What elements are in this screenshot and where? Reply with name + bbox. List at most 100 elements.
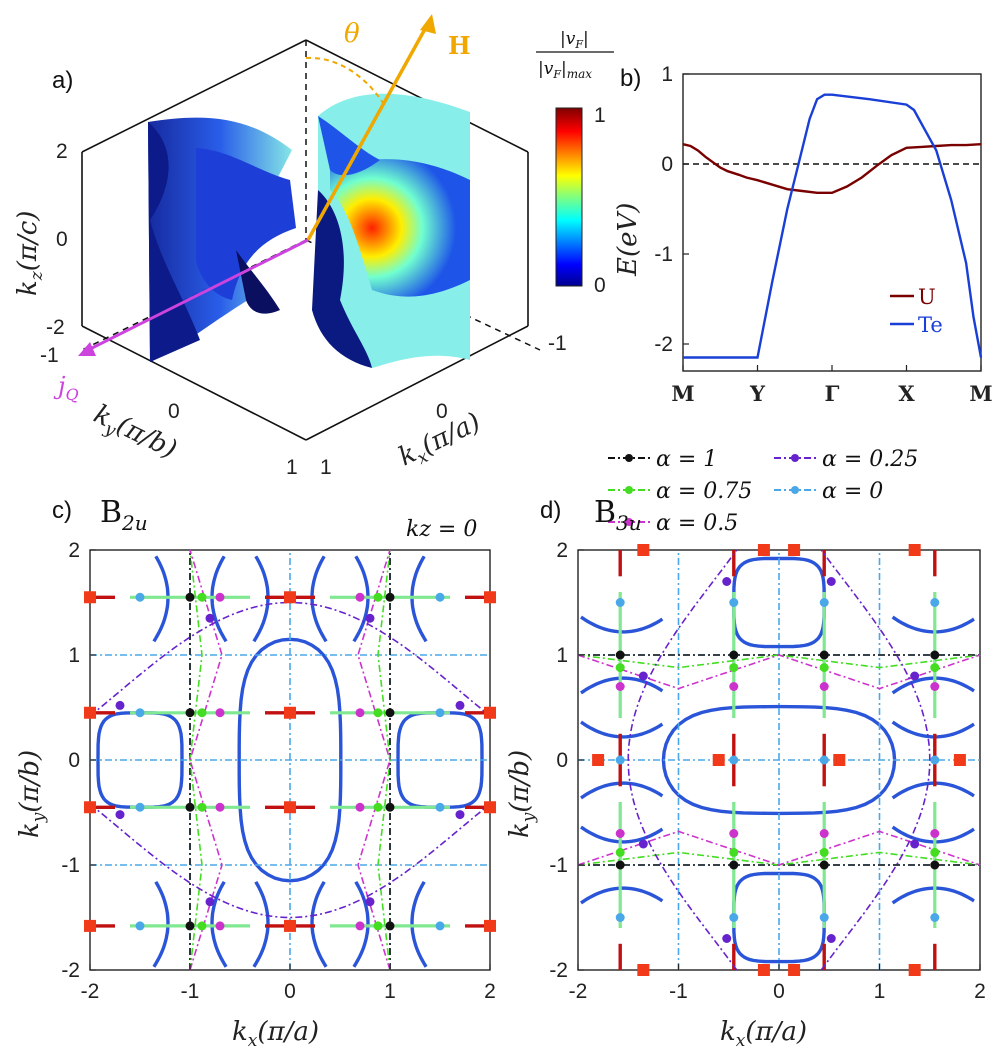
alpha-05-point [930,829,940,838]
colorbar [555,107,583,287]
b-ytick-label: -2 [654,333,673,356]
alpha-05-point [215,802,225,812]
ytick-label: 1 [556,644,568,667]
red-marker [637,544,650,556]
panel-c-ylabel: ky(π/b) [15,750,49,838]
alpha-025-point [205,897,215,907]
panel-d-content [577,544,981,976]
alpha-025-point [365,897,375,907]
xtick-label: -1 [669,980,688,1003]
alpha-05-point [615,829,625,838]
red-marker [484,591,496,604]
alpha-025-point [115,810,125,820]
alpha-025-point [455,810,465,820]
ytick-label: -2 [549,959,568,982]
red-marker [788,544,801,556]
panel-d-ylabel: ky(π/b) [505,750,539,838]
alpha-075-line [189,549,203,971]
panel-label-b: b) [620,65,641,92]
kz-tick: 2 [56,140,68,163]
kx-tick: 1 [320,456,332,479]
alpha-075-point [197,708,207,718]
alpha-075-point [615,663,625,673]
alpha-1-point [729,650,739,660]
legend-label: α = 1 [656,447,717,472]
alpha-025-point [722,577,732,586]
ytick-label: 2 [556,539,568,562]
alpha-05-point [615,682,625,691]
red-marker [908,544,921,556]
alpha-0-point [135,802,145,812]
ytick-label: -1 [549,854,568,877]
theta-label: θ [344,19,360,49]
panel-label-d: d) [540,497,561,524]
fermi-contour [96,711,184,810]
legend-label-Te: Te [918,313,943,337]
alpha-075-point [373,921,383,931]
colorbar-tick-min: 0 [594,274,606,297]
alpha-1-point [819,860,829,870]
red-marker [284,591,296,604]
kx-tick: -1 [548,332,567,355]
fermi-contour [152,880,170,968]
alpha-1-point [385,802,395,812]
red-marker [84,591,96,604]
panel-c-title: B2u [100,495,148,535]
alpha-1-point [185,802,195,812]
alpha-1-point [615,860,625,870]
alpha-075-point [930,663,940,673]
red-marker [84,706,96,719]
alpha-05-point [215,592,225,602]
alpha-1-point [185,921,195,931]
legend-label: α = 0.75 [656,479,752,504]
alpha-0-point [930,755,940,765]
red-marker [637,964,650,976]
xtick-label: 2 [974,980,986,1003]
panel-label-a: a) [52,67,73,94]
alpha-0-point [819,755,829,765]
alpha-1-point [185,708,195,718]
ytick-label: -1 [61,854,80,877]
alpha-025-line [89,803,491,919]
legend-label: α = 0.5 [656,511,738,536]
xtick-label: -1 [181,980,200,1003]
red-marker [284,919,296,932]
alpha-1-point [385,921,395,931]
b-xtick-label: Y [749,381,766,406]
alpha-075-point [197,921,207,931]
alpha-0-point [435,708,445,718]
ytick-label: 2 [68,539,80,562]
alpha-legend: α = 1 α = 0.25 α = 0.75 α = 0 α = 0.5 [608,447,918,536]
panel-b: b) 1 0 -1 -2 M Y Γ X M E(eV) U Te [613,63,993,406]
alpha-0-point [615,755,625,765]
alpha-0-point [135,592,145,602]
legend-label-U: U [918,285,936,309]
alpha-1-point [385,708,395,718]
alpha-1-point [385,592,395,602]
alpha-0-point [729,913,739,922]
panel-b-lines [682,93,983,359]
alpha-1-point [615,650,625,660]
fermi-contour [237,637,343,883]
alpha-075-point [197,592,207,602]
band-U [682,143,982,194]
H-arrow [306,19,432,241]
xtick-label: -2 [81,980,100,1003]
ytick-label: 1 [68,644,80,667]
red-marker [712,754,725,766]
panel-b-ylabel: E(eV) [613,203,643,277]
red-marker [908,964,921,976]
ytick-label: -2 [61,959,80,982]
panel-d: d) B3u -2 -1 0 1 2 2 1 0 -1 -2 kx(π/a) ky(π/b) [505,495,986,1051]
alpha-075-line [377,549,391,971]
red-marker [84,801,96,814]
fermi-contour [410,880,428,968]
alpha-05-point [215,708,225,718]
ky-tick: 0 [168,400,180,423]
box-edges [81,39,529,441]
alpha-075-point [930,847,940,857]
panel-d-ticks: -2 -1 0 1 2 2 1 0 -1 -2 [549,539,986,1003]
b-xtick-label: M [969,381,992,406]
alpha-0-point [819,913,829,922]
